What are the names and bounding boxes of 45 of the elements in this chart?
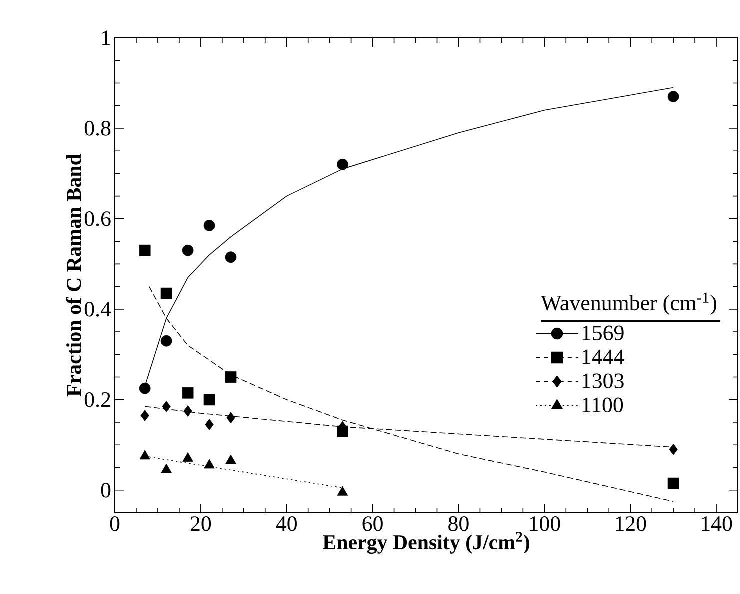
y-tick-label: 0.4 (84, 302, 112, 317)
point (204, 459, 215, 469)
point (225, 372, 237, 383)
point (182, 387, 194, 399)
point (204, 394, 216, 406)
point (337, 486, 348, 496)
x-tick-label: 20 (190, 516, 212, 532)
y-tick-label: 0 (101, 482, 111, 498)
point (669, 444, 678, 456)
x-tick-label: 40 (276, 516, 297, 532)
x-tick-label: 60 (362, 516, 383, 532)
y-tick-label: 0.2 (84, 392, 110, 408)
y-tick-label: 0.8 (84, 121, 111, 136)
point (204, 220, 216, 232)
y-axis-title: Fraction of C Raman Band (66, 154, 82, 397)
point (337, 158, 348, 170)
point (182, 452, 194, 462)
point (184, 406, 192, 417)
point (160, 335, 172, 347)
point (668, 91, 680, 102)
x-tick-label: 100 (530, 516, 560, 532)
point (205, 419, 214, 430)
point (226, 454, 236, 464)
legend-label: 1444 (582, 350, 624, 364)
legend-label: 1303 (582, 374, 624, 388)
point (161, 464, 172, 474)
legend-label: 1100 (582, 398, 624, 413)
x-tick-label: 140 (702, 516, 732, 532)
point (139, 382, 151, 394)
x-tick-label: 80 (448, 516, 469, 532)
point (139, 244, 151, 256)
y-tick-label: 0.6 (84, 212, 111, 226)
point (225, 252, 237, 264)
point (160, 288, 172, 300)
point (162, 401, 171, 412)
point (140, 410, 150, 422)
point (668, 478, 680, 490)
x-axis-title: Energy Density (J/cm$^{2}$) (323, 532, 530, 554)
x-tick-label: 120 (616, 516, 646, 532)
point (140, 450, 150, 460)
legend-title: Wavenumber (cm$^{-1}$) (541, 292, 717, 316)
point (182, 244, 194, 256)
y-tick-label: 1 (102, 30, 110, 46)
legend-label: 1569 (582, 326, 624, 341)
point (226, 412, 236, 424)
